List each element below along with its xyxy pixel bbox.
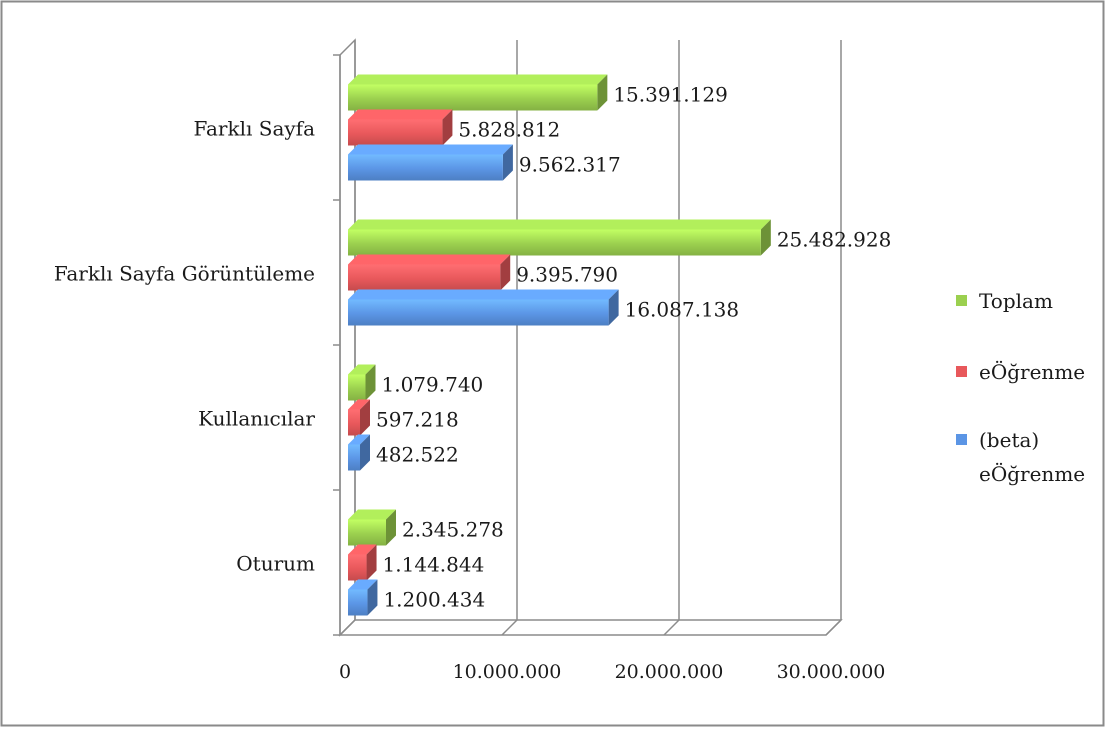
bar-end <box>608 289 619 326</box>
x-tick-label: 0 <box>339 661 351 683</box>
bar-top <box>348 254 511 265</box>
legend-label: Toplam <box>979 289 1053 313</box>
floor <box>338 619 843 636</box>
legend-label: (beta) <box>979 428 1039 452</box>
bar-end <box>597 74 608 111</box>
legend-swatch <box>956 295 967 306</box>
bar-top <box>348 399 370 410</box>
category-label: Farklı Sayfa Görüntüleme <box>54 262 315 286</box>
gridline-floor <box>663 619 680 636</box>
data-label: 9.562.317 <box>519 153 621 177</box>
bar-end <box>360 399 370 436</box>
legend-label: eÖğrenme <box>979 461 1085 486</box>
bar-top <box>348 364 376 375</box>
category-label: Farklı Sayfa <box>193 117 315 141</box>
data-label: 5.828.812 <box>458 118 560 142</box>
x-tick-label: 20.000.000 <box>615 661 724 683</box>
bar <box>348 229 761 256</box>
bar-top <box>348 434 370 445</box>
bar-top <box>348 144 513 155</box>
data-label: 482.522 <box>376 443 459 467</box>
bar-end <box>500 254 511 291</box>
bar-top <box>348 544 377 555</box>
bar <box>348 589 368 616</box>
bar <box>348 554 367 581</box>
gridline-floor <box>501 619 518 636</box>
bar-top <box>348 289 619 300</box>
x-tick-label: 10.000.000 <box>453 661 562 683</box>
bar <box>348 154 503 181</box>
category-label: Kullanıcılar <box>198 407 315 431</box>
legend-label: eÖğrenme <box>979 359 1085 384</box>
bar-top <box>348 579 378 590</box>
gridline-floor <box>339 619 356 636</box>
legend-swatch <box>956 434 967 445</box>
gridline-floor <box>825 619 842 636</box>
category-label: Oturum <box>236 552 315 576</box>
bar-end <box>366 544 377 581</box>
bar-top <box>348 509 396 520</box>
bar <box>348 519 386 546</box>
x-tick-label: 30.000.000 <box>777 661 886 683</box>
bar <box>348 119 443 146</box>
bar-top <box>348 74 608 85</box>
data-label: 1.200.434 <box>383 588 485 612</box>
bar-end <box>502 144 513 181</box>
bar-end <box>360 434 370 471</box>
bar-top <box>348 109 453 120</box>
bar-end <box>760 219 771 256</box>
bar <box>348 84 598 111</box>
bar <box>348 299 609 326</box>
bar-end <box>385 509 396 546</box>
bar <box>348 409 360 436</box>
data-label: 9.395.790 <box>516 263 618 287</box>
data-label: 597.218 <box>376 408 459 432</box>
legend-swatch <box>956 366 967 377</box>
data-label: 2.345.278 <box>402 518 504 542</box>
data-label: 1.144.844 <box>383 553 485 577</box>
bar <box>348 374 366 401</box>
data-label: 15.391.129 <box>613 83 728 107</box>
bar-top <box>348 219 771 230</box>
data-label: 16.087.138 <box>625 298 740 322</box>
data-label: 25.482.928 <box>777 228 892 252</box>
bar-end <box>367 579 378 616</box>
bar-end <box>365 364 376 401</box>
bar-end <box>442 109 453 146</box>
bar <box>348 264 501 291</box>
data-label: 1.079.740 <box>381 373 483 397</box>
bar <box>348 444 360 471</box>
